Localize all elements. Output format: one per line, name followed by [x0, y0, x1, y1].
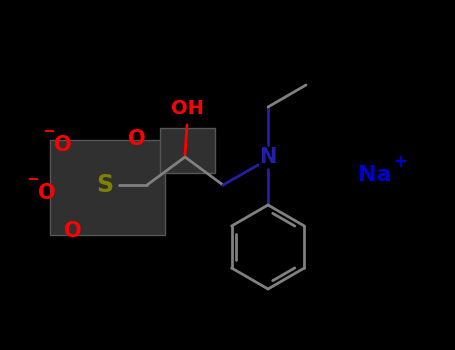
Text: OH: OH: [171, 99, 203, 119]
Text: N: N: [259, 147, 277, 167]
Text: −: −: [43, 124, 56, 139]
Bar: [50, 140, 165, 235]
Text: O: O: [128, 129, 146, 149]
Text: +: +: [393, 153, 407, 171]
Text: O: O: [54, 135, 72, 155]
Text: O: O: [64, 221, 82, 241]
Text: Na: Na: [358, 165, 392, 185]
Text: S: S: [96, 173, 114, 197]
Text: O: O: [38, 183, 56, 203]
Bar: [160, 128, 215, 173]
Text: −: −: [27, 172, 40, 187]
